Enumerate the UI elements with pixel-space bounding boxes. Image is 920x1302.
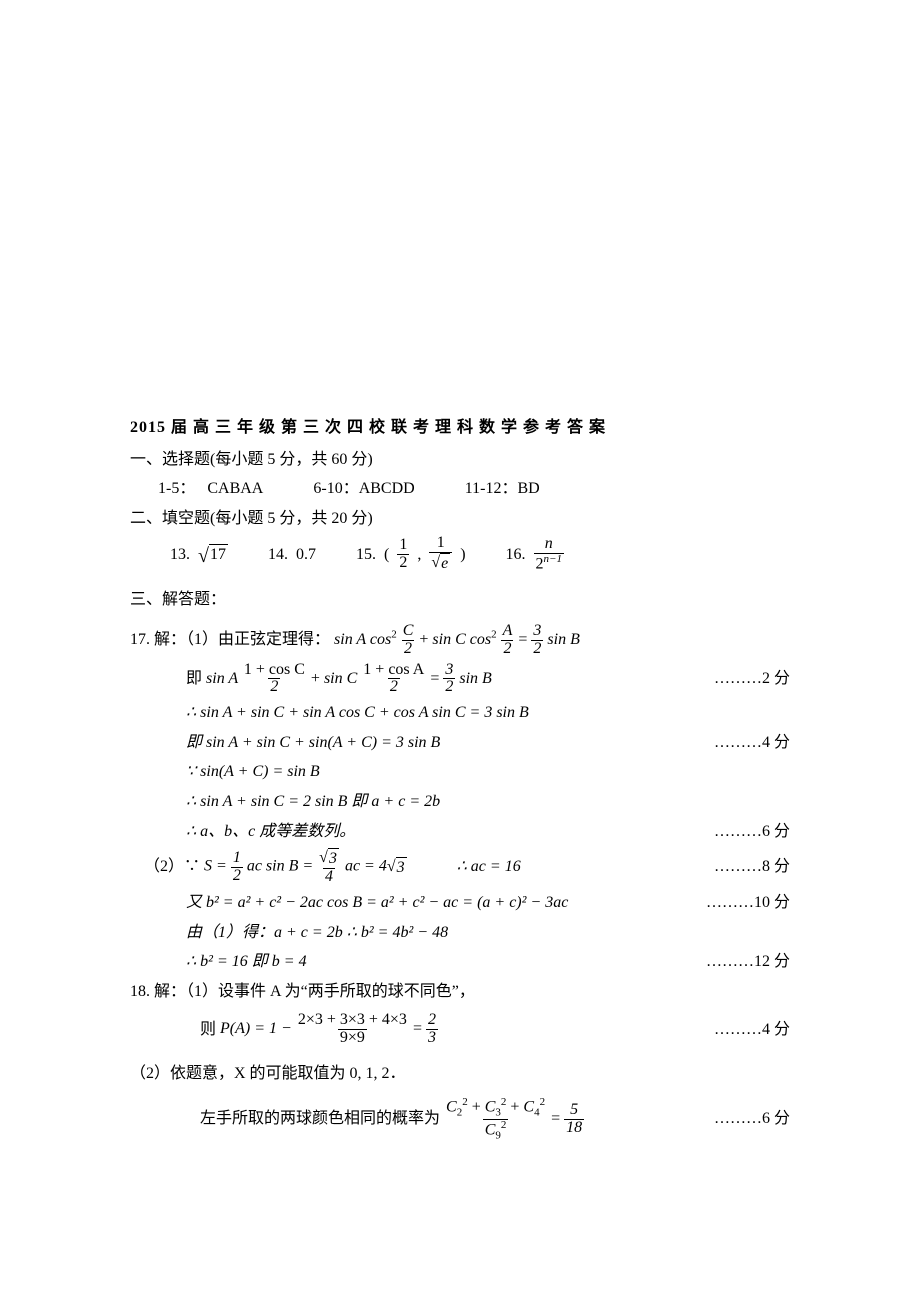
fill-answers-row: 13. √17 14. 0.7 15. ( 12 , 1 √e ) 16. n … [130, 535, 790, 573]
fraction: 1 √e [429, 535, 452, 573]
score-marker: ………8 分 [714, 854, 790, 880]
mc-group-1: 1-5： CABAA [158, 476, 263, 502]
mc-group-2: 6-10：ABCDD [313, 476, 414, 502]
score-marker: ………6 分 [714, 1106, 790, 1132]
q18-line2: 左手所取的两球颜色相同的概率为 C22 + C32 + C42 C92 = 5 [130, 1097, 790, 1142]
q18-opener: 18. 解：（1）设事件 A 为“两手所取的球不同色”， [130, 979, 790, 1005]
q18-part2: （2）依题意，X 的可能取值为 0, 1, 2． [130, 1061, 790, 1087]
q17-p2-line2: 又 b² = a² + c² − 2ac cos B = a² + c² − a… [130, 890, 790, 916]
sqrt-icon: √17 [198, 544, 228, 564]
document-page: 2015 届 高 三 年 级 第 三 次 四 校 联 考 理 科 数 学 参 考… [0, 0, 920, 1302]
q17-line2: 即 sin A 1 + cos C2 + sin C 1 + cos A2 = … [130, 662, 790, 697]
section2-heading: 二、填空题(每小题 5 分，共 20 分) [130, 506, 790, 532]
q17-line7: ∴ a、b、c 成等差数列。 ………6 分 [130, 819, 790, 845]
q13: 13. √17 [170, 542, 228, 568]
q17-p2-line1: （2）∵ S = 12 ac sin B = √3 4 ac = 4√3 ∴ a… [130, 848, 790, 886]
fraction: n 2n−1 [534, 536, 564, 573]
q14: 14. 0.7 [268, 542, 316, 568]
q18-line1: 则 P(A) = 1 − 2×3 + 3×3 + 4×39×9 = 23 ………… [130, 1012, 790, 1047]
q17-p2-line3: 由（1）得：a + c = 2b ∴ b² = 4b² − 48 [130, 920, 790, 946]
section3-heading: 三、解答题： [130, 587, 790, 613]
score-marker: ………4 分 [714, 730, 790, 756]
mc-answers-row: 1-5： CABAA 6-10：ABCDD 11-12：BD [130, 476, 790, 502]
q16: 16. n 2n−1 [506, 536, 564, 573]
score-marker: ………4 分 [714, 1017, 790, 1043]
page-title: 2015 届 高 三 年 级 第 三 次 四 校 联 考 理 科 数 学 参 考… [130, 415, 790, 441]
q17-line5: ∵ sin(A + C) = sin B [130, 759, 790, 785]
fraction: 12 [397, 537, 409, 572]
section1-heading: 一、选择题(每小题 5 分，共 60 分) [130, 447, 790, 473]
q17-p2-line4: ∴ b² = 16 即 b = 4 ………12 分 [130, 949, 790, 975]
score-marker: ………10 分 [706, 890, 790, 916]
score-marker: ………2 分 [714, 666, 790, 692]
sqrt-icon: √e [431, 553, 450, 573]
score-marker: ………6 分 [714, 819, 790, 845]
q17-line3: ∴ sin A + sin C + sin A cos C + cos A si… [130, 700, 790, 726]
mc-group-3: 11-12：BD [465, 476, 540, 502]
q17-line1: 17. 解：（1）由正弦定理得： sin A cos2 C2 + sin C c… [130, 623, 790, 658]
q17-line6: ∴ sin A + sin C = 2 sin B 即 a + c = 2b [130, 789, 790, 815]
score-marker: ………12 分 [706, 949, 790, 975]
q15: 15. ( 12 , 1 √e ) [356, 535, 466, 573]
q17-line4: 即 sin A + sin C + sin(A + C) = 3 sin B …… [130, 730, 790, 756]
